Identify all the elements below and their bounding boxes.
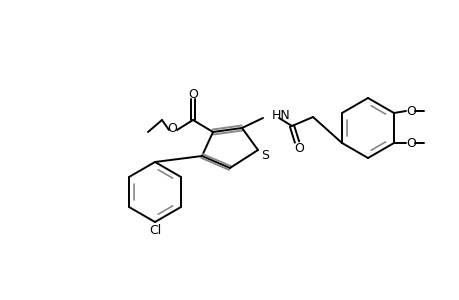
- Text: O: O: [405, 136, 415, 149]
- Text: Cl: Cl: [149, 224, 161, 236]
- Text: O: O: [167, 122, 177, 134]
- Text: O: O: [293, 142, 303, 154]
- Text: O: O: [405, 104, 415, 118]
- Text: O: O: [188, 88, 197, 100]
- Text: HN: HN: [271, 109, 290, 122]
- Text: S: S: [260, 148, 269, 161]
